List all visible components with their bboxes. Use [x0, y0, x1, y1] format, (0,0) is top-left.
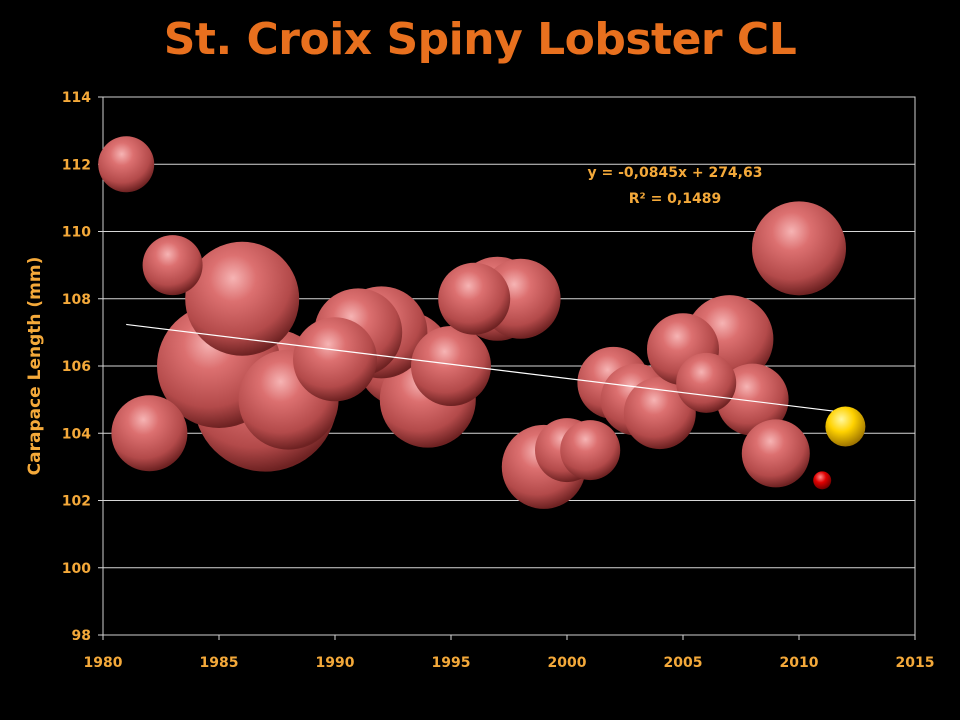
bubble — [560, 420, 621, 481]
bubble-red — [813, 471, 832, 490]
bubble — [676, 352, 737, 413]
trendline-equation: y = -0,0845x + 274,63 — [588, 165, 763, 181]
y-axis-ticks: 98 100 102 104 106 108 110 112 114 — [62, 90, 103, 644]
y-tick-label: 112 — [62, 157, 91, 173]
bubble — [98, 136, 155, 193]
y-tick-label: 102 — [62, 494, 91, 510]
x-tick-label: 1980 — [84, 655, 123, 671]
trendline — [126, 323, 846, 414]
x-tick-label: 1985 — [200, 655, 239, 671]
y-tick-label: 100 — [62, 561, 91, 577]
bubble — [142, 235, 203, 296]
y-axis-label: Carapace Length (mm) — [25, 257, 45, 476]
bubble — [411, 326, 491, 406]
bubble — [752, 201, 846, 296]
trendline-r-squared: R² = 0,1489 — [629, 191, 721, 207]
x-tick-label: 1995 — [432, 655, 471, 671]
bubble — [185, 241, 300, 356]
bubble — [111, 395, 188, 472]
x-tick-label: 1990 — [316, 655, 355, 671]
x-tick-label: 2005 — [664, 655, 703, 671]
bubble-yellow — [825, 406, 866, 447]
chart-title: St. Croix Spiny Lobster CL — [163, 14, 797, 65]
bubble — [293, 317, 377, 402]
y-tick-label: 108 — [62, 292, 91, 308]
x-tick-label: 2015 — [896, 655, 935, 671]
x-tick-label: 2010 — [780, 655, 819, 671]
bubble — [438, 262, 511, 335]
y-tick-label: 106 — [62, 359, 91, 375]
y-tick-label: 114 — [62, 90, 91, 106]
x-tick-label: 2000 — [548, 655, 587, 671]
y-tick-label: 104 — [62, 426, 91, 442]
y-tick-label: 98 — [72, 628, 91, 644]
x-axis-ticks: 1980 1985 1990 1995 2000 2005 2010 2015 — [84, 635, 935, 671]
bubble — [741, 419, 810, 488]
y-tick-label: 110 — [62, 225, 91, 241]
bubbles-group — [98, 136, 866, 509]
bubble — [623, 377, 696, 450]
